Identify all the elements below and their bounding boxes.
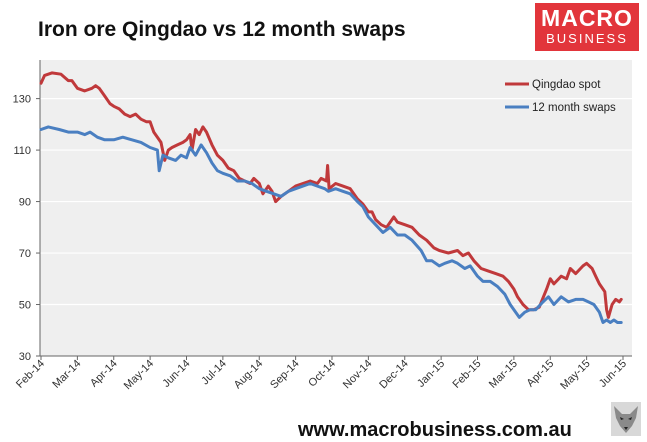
x-tick-label: May-14 (122, 358, 156, 392)
x-tick-label: Apr-15 (525, 358, 557, 390)
y-tick-label: 90 (19, 197, 31, 209)
x-tick-label: Jun-14 (160, 358, 192, 390)
x-tick-label: Mar-14 (50, 358, 83, 391)
fox-icon (611, 402, 641, 436)
y-tick-label: 70 (19, 248, 31, 260)
x-tick-label: Oct-14 (306, 358, 338, 390)
legend-label: Qingdao spot (532, 79, 601, 91)
y-tick-label: 130 (13, 94, 31, 106)
macrobusiness-logo: MACRO BUSINESS (535, 3, 639, 51)
logo-line-1: MACRO (541, 5, 633, 31)
x-tick-label: Apr-14 (88, 358, 120, 390)
x-tick-label: Dec-14 (377, 358, 411, 392)
legend-label: 12 month swaps (532, 102, 616, 114)
plot-area (40, 60, 632, 356)
x-tick-label: Jan-15 (415, 358, 447, 390)
chart-title: Iron ore Qingdao vs 12 month swaps (38, 18, 406, 41)
x-tick-label: Sep-14 (268, 358, 302, 392)
y-tick-label: 50 (19, 300, 31, 312)
x-tick-label: Nov-14 (341, 358, 375, 392)
website-url: www.macrobusiness.com.au (298, 419, 572, 441)
y-tick-label: 110 (13, 145, 31, 157)
series-line-12-month-swaps (39, 125, 623, 324)
x-tick-label: Aug-14 (232, 358, 266, 392)
x-tick-label: Jun-15 (597, 358, 629, 390)
x-tick-label: May-15 (558, 358, 592, 392)
x-tick-label: Jul-14 (199, 358, 229, 388)
x-tick-label: Mar-15 (487, 358, 520, 391)
x-tick-label: Feb-15 (450, 358, 483, 391)
logo-line-2: BUSINESS (546, 31, 628, 46)
y-tick-label: 30 (19, 351, 31, 363)
